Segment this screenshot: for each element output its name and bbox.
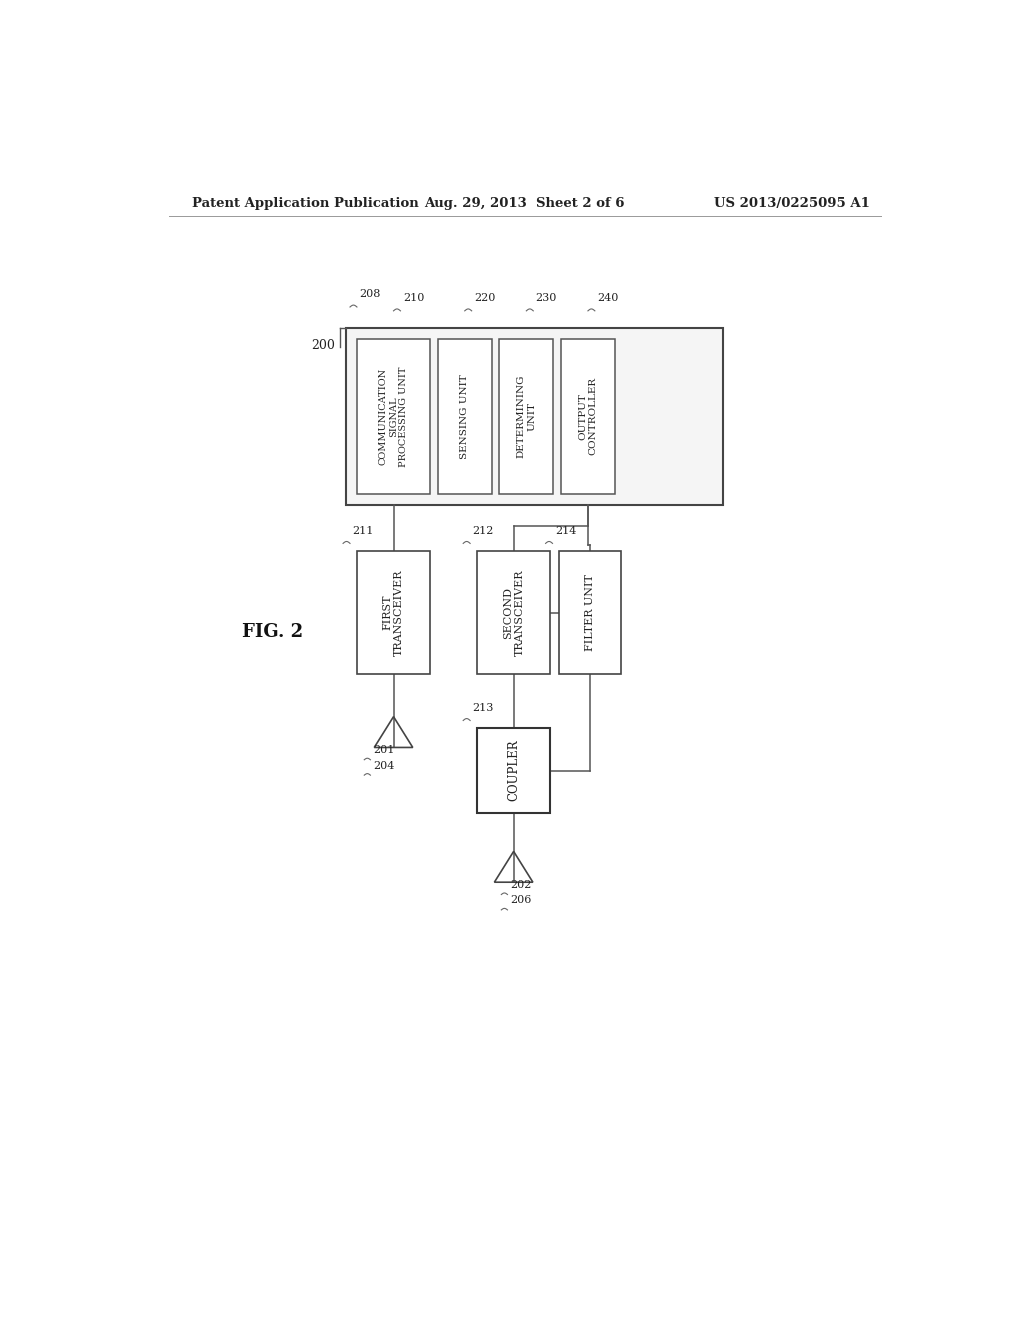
Bar bbox=[500, 339, 553, 494]
Text: 204: 204 bbox=[374, 760, 395, 771]
Text: 213: 213 bbox=[472, 702, 494, 713]
Text: FILTER UNIT: FILTER UNIT bbox=[586, 574, 595, 651]
Text: SENSING UNIT: SENSING UNIT bbox=[460, 374, 469, 459]
Text: FIRST
TRANSCEIVER: FIRST TRANSCEIVER bbox=[383, 569, 404, 656]
Text: 206: 206 bbox=[511, 895, 531, 906]
Text: 240: 240 bbox=[597, 293, 618, 304]
Bar bbox=[477, 729, 550, 813]
Text: Patent Application Publication: Patent Application Publication bbox=[193, 197, 419, 210]
Text: 210: 210 bbox=[402, 293, 424, 304]
Text: US 2013/0225095 A1: US 2013/0225095 A1 bbox=[714, 197, 869, 210]
Text: 230: 230 bbox=[536, 293, 557, 304]
Bar bbox=[559, 552, 621, 675]
Text: 212: 212 bbox=[472, 525, 494, 536]
Text: Aug. 29, 2013  Sheet 2 of 6: Aug. 29, 2013 Sheet 2 of 6 bbox=[425, 197, 625, 210]
Text: 202: 202 bbox=[511, 880, 531, 890]
Text: 214: 214 bbox=[555, 525, 577, 536]
Text: 201: 201 bbox=[374, 746, 395, 755]
Bar bbox=[438, 339, 492, 494]
Bar bbox=[346, 327, 724, 506]
Text: 208: 208 bbox=[359, 289, 381, 300]
Text: SECOND
TRANSCEIVER: SECOND TRANSCEIVER bbox=[503, 569, 524, 656]
Text: COMMUNICATION
SIGNAL
PROCESSING UNIT: COMMUNICATION SIGNAL PROCESSING UNIT bbox=[379, 366, 409, 466]
Bar bbox=[477, 552, 550, 675]
Text: FIG. 2: FIG. 2 bbox=[243, 623, 303, 642]
Text: 220: 220 bbox=[474, 293, 496, 304]
Text: COUPLER: COUPLER bbox=[507, 739, 520, 801]
Text: DETERMINING
UNIT: DETERMINING UNIT bbox=[517, 375, 536, 458]
Text: 200: 200 bbox=[311, 339, 336, 352]
Text: 211: 211 bbox=[352, 525, 374, 536]
Bar bbox=[561, 339, 614, 494]
Bar bbox=[357, 339, 430, 494]
Text: OUTPUT
CONTROLLER: OUTPUT CONTROLLER bbox=[579, 378, 598, 455]
Bar bbox=[357, 552, 430, 675]
